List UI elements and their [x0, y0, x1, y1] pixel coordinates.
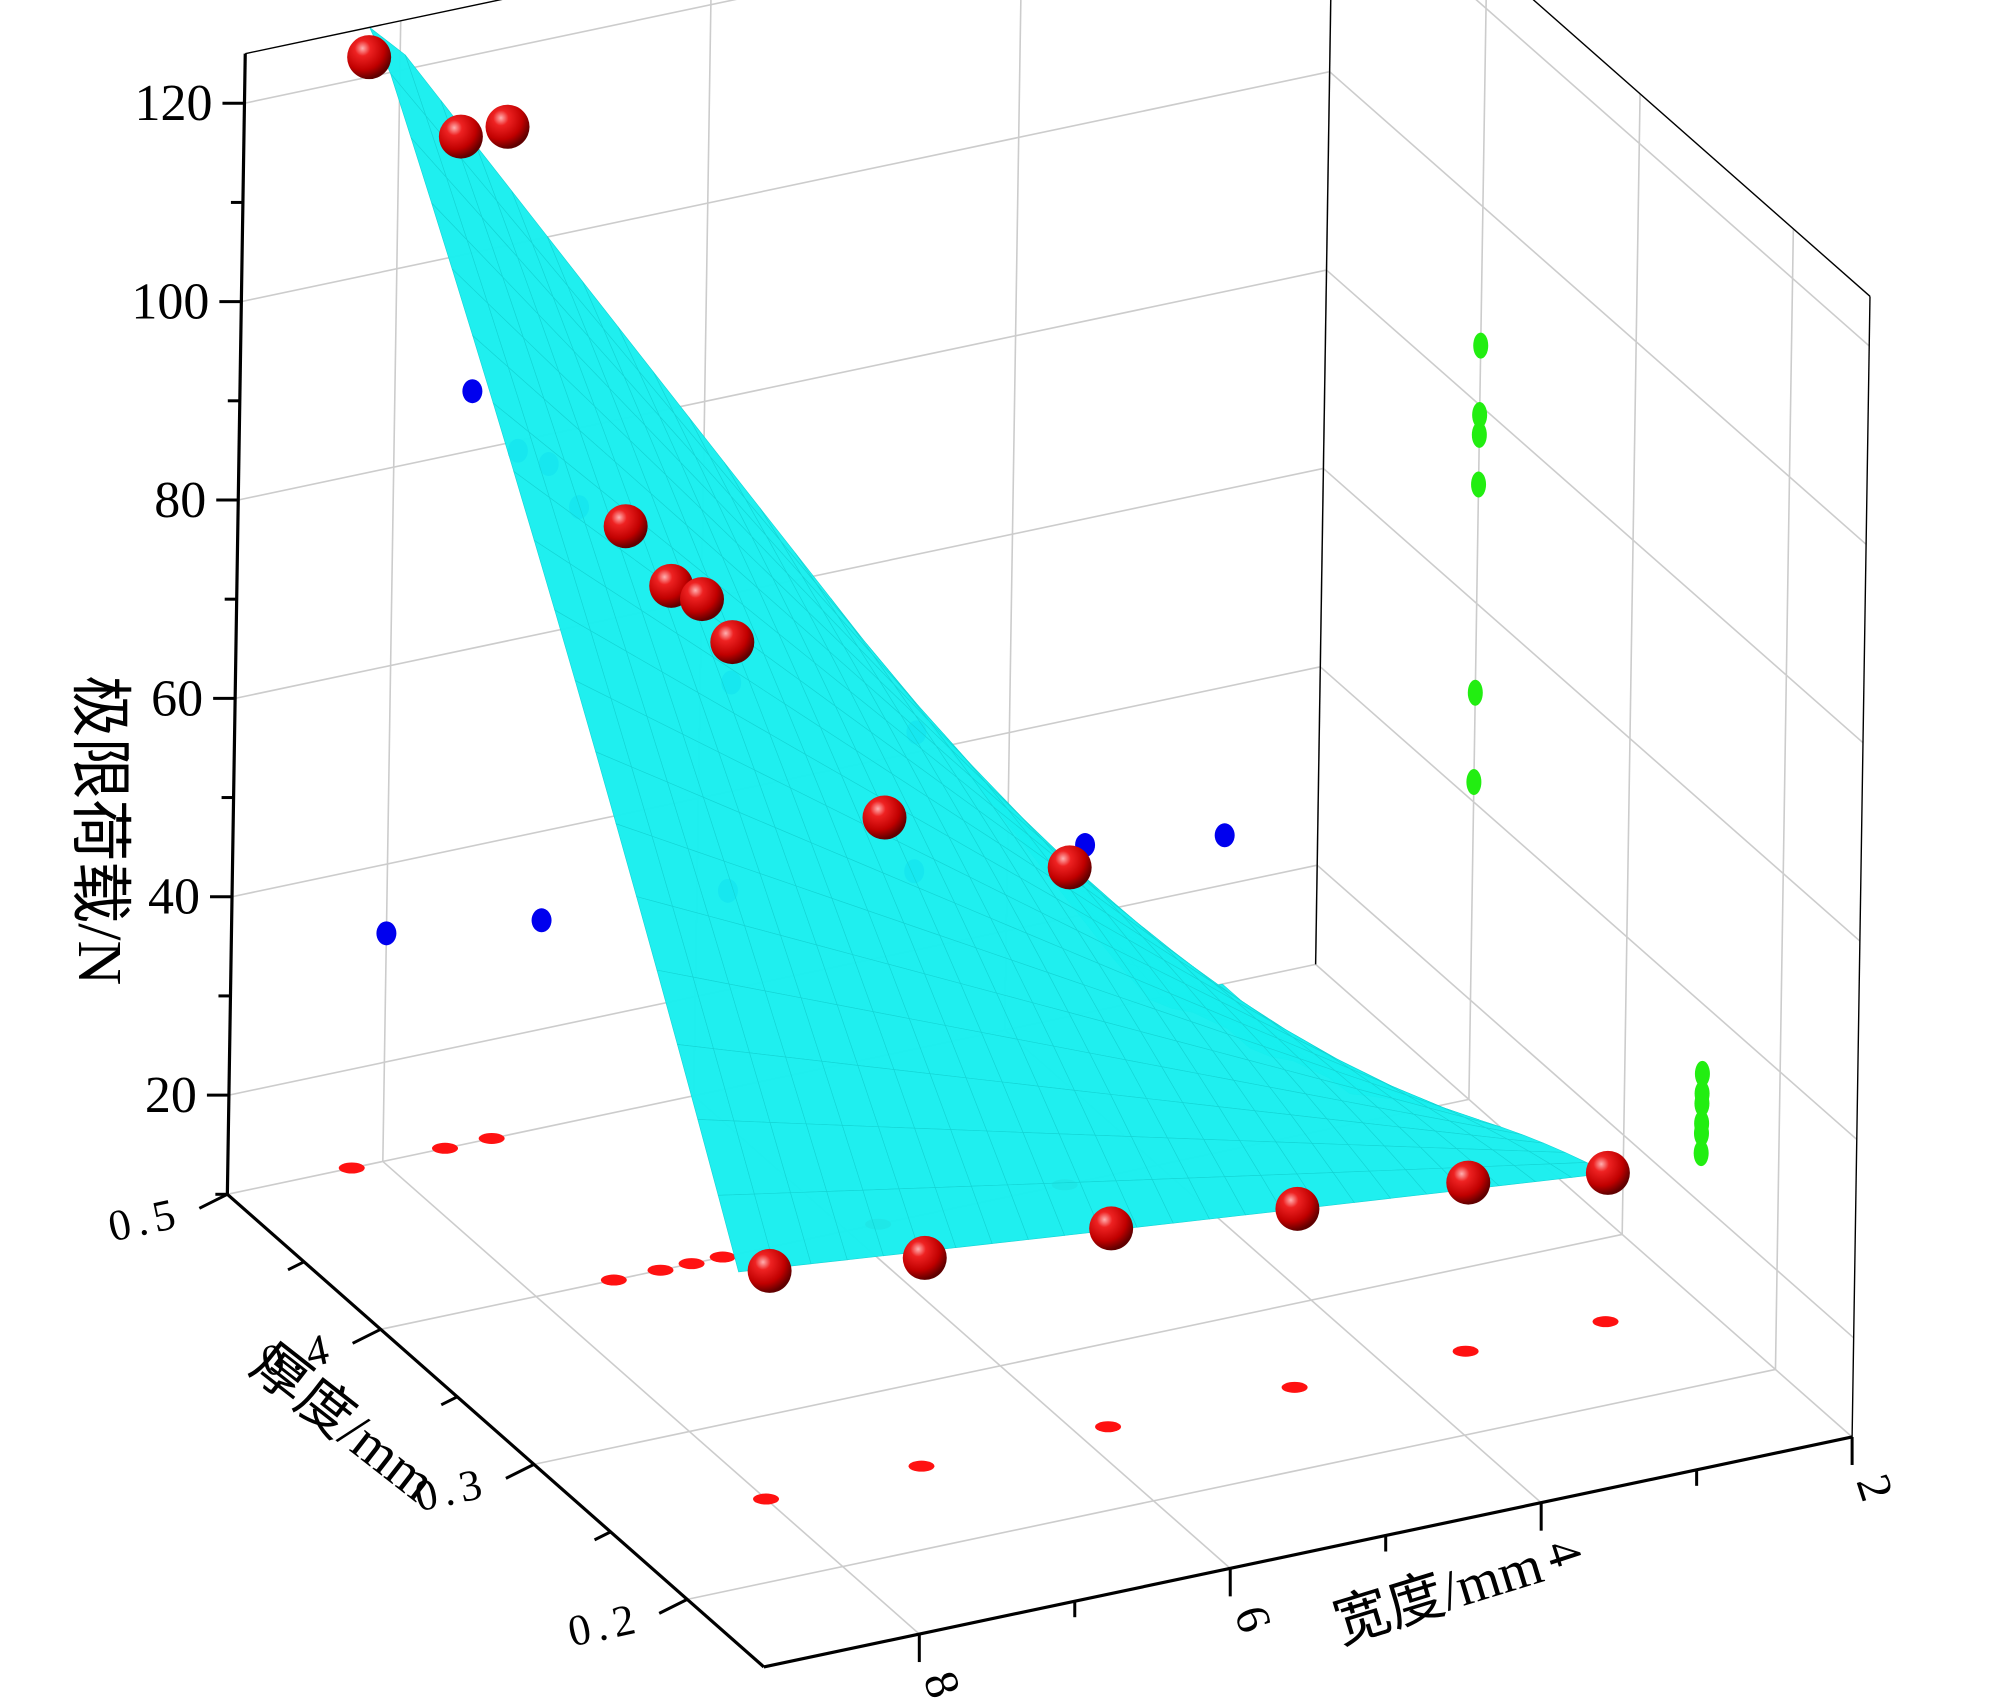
grid-line: [1325, 269, 1864, 744]
data-point: [438, 114, 483, 159]
xy-projection-point: [432, 1142, 459, 1154]
yz-projection-point: [1694, 1060, 1710, 1087]
xz-projection-point: [462, 379, 483, 404]
xy-projection-point: [647, 1264, 674, 1276]
box-edge: [1314, 0, 1332, 965]
data-point: [1585, 1150, 1630, 1195]
xy-projection-point: [1452, 1345, 1479, 1357]
grid-line: [1322, 467, 1861, 942]
x-axis-line: [763, 1435, 1853, 1669]
z-axis-title: 极限荷载/N: [65, 675, 133, 985]
grid-line: [238, 269, 1327, 501]
x-tick-label: 2: [1846, 1468, 1904, 1507]
box-edge: [1851, 296, 1871, 1437]
xy-projection-point: [1592, 1316, 1619, 1328]
data-point: [1446, 1160, 1491, 1205]
xy-projection-point: [1281, 1381, 1308, 1393]
xy-projection-point: [478, 1132, 505, 1144]
yz-projection-point: [1694, 1090, 1710, 1117]
data-point: [347, 35, 392, 80]
grid-line: [687, 1368, 1776, 1601]
xy-projection-point: [678, 1258, 705, 1270]
grid-line: [241, 70, 1330, 303]
data-point: [862, 795, 907, 840]
y-axis-line: [226, 1193, 765, 1669]
grid-line: [1316, 864, 1855, 1339]
xz-projection-point: [376, 921, 397, 946]
z-tick-label: 120: [134, 75, 212, 132]
x-tick-label: 8: [913, 1665, 971, 1698]
grid-line: [1475, 0, 1870, 347]
xy-projection-point: [338, 1162, 365, 1174]
data-point: [485, 104, 530, 149]
grid-line: [1315, 963, 1853, 1438]
xy-projection-point: [600, 1274, 627, 1286]
grid-line: [1329, 71, 1867, 545]
grid-line: [1319, 666, 1858, 1141]
data-point: [603, 504, 648, 549]
y-tick-label: 0.2: [564, 1593, 646, 1656]
xy-projection-point: [908, 1460, 935, 1472]
xy-projection-point: [753, 1493, 780, 1505]
data-point: [679, 577, 724, 622]
y-tick: [658, 1598, 688, 1615]
yz-projection-point: [1473, 332, 1489, 359]
yz-projection-point: [1467, 679, 1483, 706]
data-point: [902, 1235, 947, 1280]
box-edge: [245, 0, 503, 55]
y-tick-label: 0.5: [104, 1188, 186, 1251]
yz-projection-point: [1466, 769, 1482, 796]
grid-line: [533, 1233, 1623, 1466]
y-tick: [351, 1327, 382, 1345]
yz-projection-point: [1472, 402, 1488, 429]
y-minor-tick: [440, 1395, 458, 1407]
y-tick: [505, 1463, 535, 1480]
z-tick-label: 80: [154, 472, 206, 529]
box-edge: [1532, 0, 1871, 297]
yz-projection-point: [1471, 471, 1487, 498]
xz-projection-point: [531, 908, 552, 933]
y-tick: [198, 1192, 229, 1210]
y-minor-tick: [593, 1530, 612, 1542]
xz-projection-point: [1214, 823, 1235, 848]
grid-line: [382, 1160, 920, 1635]
data-point: [1275, 1186, 1320, 1231]
grid-line: [382, 20, 402, 1162]
z-tick-label: 40: [148, 869, 200, 926]
data-point: [1047, 845, 1092, 890]
z-tick-label: 60: [151, 670, 203, 727]
xy-projection-point: [1095, 1421, 1122, 1433]
y-minor-tick: [287, 1260, 305, 1272]
data-point: [1089, 1206, 1134, 1251]
yz-projection-point: [1471, 421, 1487, 448]
x-axis-title: 宽度/mm: [1326, 1534, 1549, 1656]
grid-line: [1621, 93, 1641, 1235]
grid-line: [1774, 228, 1795, 1370]
yz-projection-point: [1693, 1140, 1709, 1167]
x-tick-label: 4: [1535, 1534, 1593, 1573]
data-point: [710, 620, 755, 665]
data-point: [747, 1248, 792, 1293]
z-axis-line: [225, 53, 247, 1195]
grid-line: [244, 0, 738, 105]
grid-line: [1468, 0, 1487, 1100]
x-tick-label: 6: [1224, 1599, 1282, 1638]
yz-projection-point: [1693, 1120, 1709, 1147]
z-tick-label: 100: [131, 274, 209, 331]
xy-projection-point: [709, 1251, 736, 1263]
z-tick-label: 20: [145, 1067, 197, 1124]
